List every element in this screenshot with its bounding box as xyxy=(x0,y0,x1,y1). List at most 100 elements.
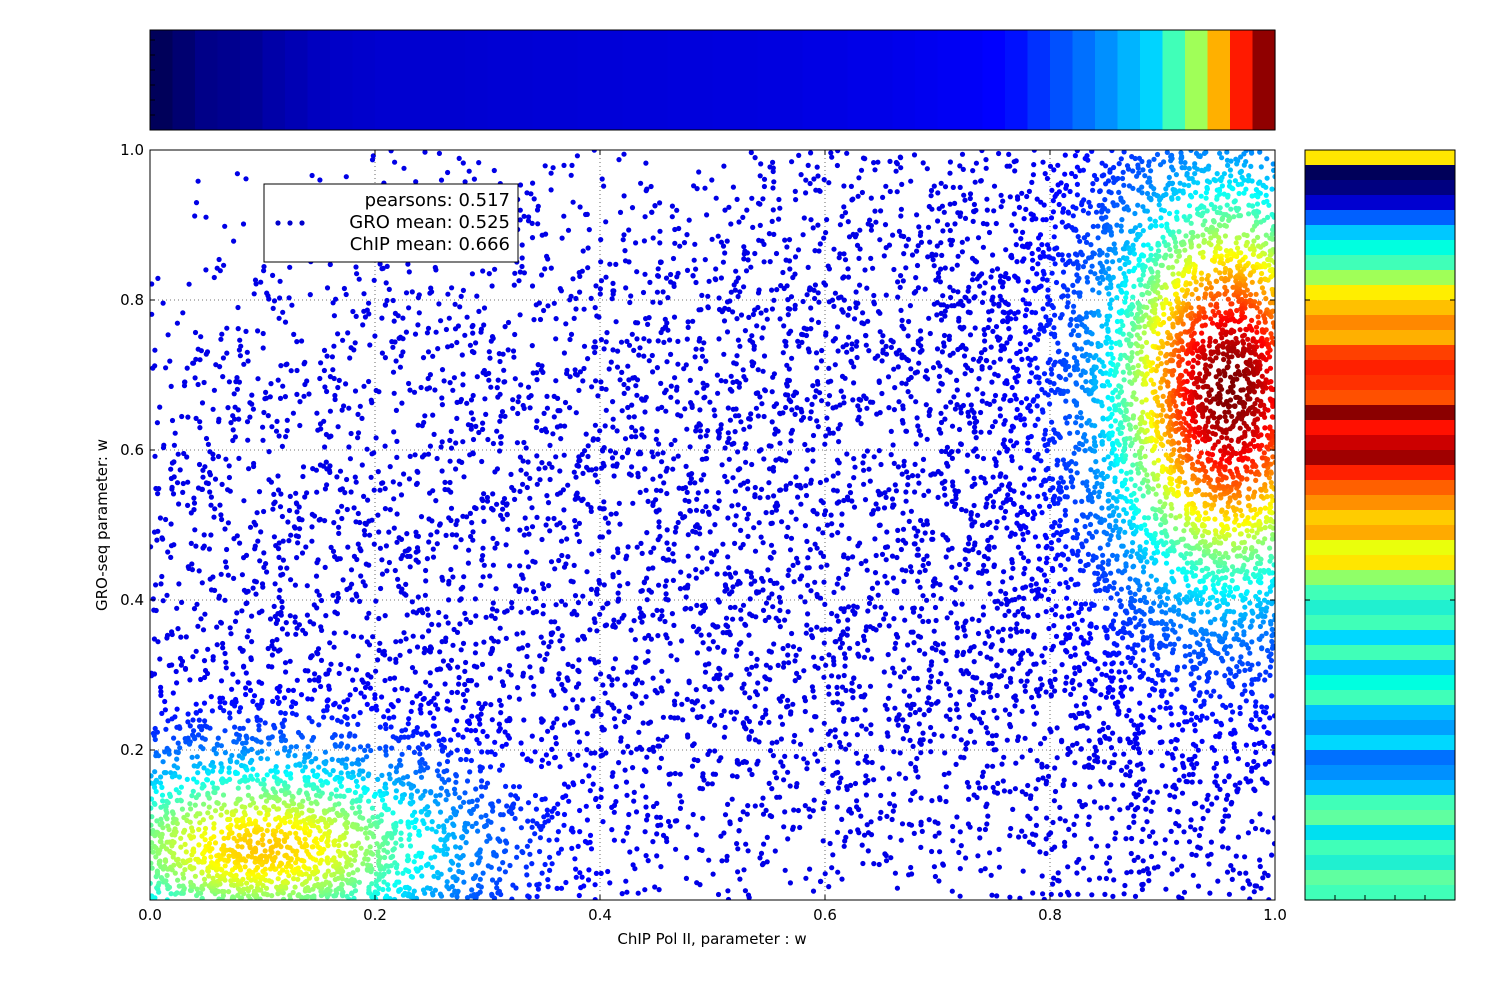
scatter-point xyxy=(703,433,709,439)
scatter-point xyxy=(807,866,813,872)
scatter-point xyxy=(954,620,960,626)
scatter-point xyxy=(473,340,479,346)
scatter-point xyxy=(542,465,548,471)
scatter-point xyxy=(397,481,403,487)
scatter-point xyxy=(905,389,911,395)
scatter-point xyxy=(984,196,990,202)
scatter-point xyxy=(1144,795,1150,801)
scatter-point xyxy=(249,401,255,407)
scatter-point xyxy=(481,491,487,497)
scatter-point xyxy=(401,471,407,477)
scatter-point xyxy=(434,667,440,673)
scatter-point xyxy=(777,607,783,614)
scatter-point xyxy=(491,167,497,174)
scatter-point xyxy=(858,167,865,173)
scatter-point xyxy=(842,838,848,844)
scatter-point xyxy=(963,618,969,624)
scatter-point xyxy=(671,456,677,462)
scatter-point xyxy=(1094,755,1100,761)
scatter-point xyxy=(960,402,967,409)
scatter-point xyxy=(829,673,835,679)
scatter-point xyxy=(1161,850,1167,856)
scatter-point xyxy=(995,373,1001,379)
scatter-point xyxy=(195,178,201,184)
scatter-point xyxy=(1220,826,1226,832)
scatter-point xyxy=(539,536,545,543)
scatter-point xyxy=(761,413,767,420)
scatter-point xyxy=(963,746,969,752)
scatter-point xyxy=(553,316,559,322)
scatter-point xyxy=(231,536,237,542)
scatter-point xyxy=(800,298,806,305)
scatter-point xyxy=(529,343,535,349)
scatter-point xyxy=(766,780,772,787)
scatter-point xyxy=(998,601,1005,607)
scatter-point xyxy=(511,496,518,502)
scatter-point xyxy=(936,830,942,836)
scatter-point xyxy=(747,424,753,430)
scatter-point xyxy=(752,703,758,709)
scatter-point xyxy=(624,889,630,895)
scatter-point xyxy=(378,585,384,592)
scatter-point xyxy=(691,757,697,763)
scatter-point xyxy=(476,160,482,166)
scatter-point xyxy=(984,568,990,574)
scatter-point xyxy=(468,619,474,626)
scatter-point xyxy=(634,269,640,275)
scatter-point xyxy=(567,720,574,726)
scatter-point xyxy=(458,586,464,592)
scatter-point xyxy=(794,670,800,677)
scatter-point xyxy=(169,460,175,466)
scatter-point xyxy=(816,299,822,305)
scatter-point xyxy=(1013,697,1019,703)
scatter-point xyxy=(699,569,705,575)
scatter-point xyxy=(909,252,916,258)
scatter-point xyxy=(186,281,192,287)
scatter-point xyxy=(837,739,843,746)
scatter-point xyxy=(964,468,970,474)
scatter-point xyxy=(737,343,743,349)
scatter-point xyxy=(845,617,851,623)
scatter-point xyxy=(672,226,678,233)
scatter-point xyxy=(836,255,842,261)
y-density-bin xyxy=(1305,435,1455,451)
scatter-point xyxy=(394,539,400,545)
scatter-point xyxy=(354,556,360,563)
scatter-point xyxy=(1048,891,1054,897)
scatter-point xyxy=(1009,222,1015,228)
scatter-point xyxy=(1002,707,1009,713)
scatter-point xyxy=(664,490,670,497)
scatter-point xyxy=(963,346,969,352)
scatter-point xyxy=(368,674,374,680)
scatter-point xyxy=(438,318,444,324)
scatter-point xyxy=(173,668,179,675)
scatter-point xyxy=(737,876,743,882)
scatter-point xyxy=(309,538,315,544)
scatter-point xyxy=(898,273,904,279)
scatter-point xyxy=(581,343,588,349)
scatter-point xyxy=(445,344,451,350)
scatter-point xyxy=(759,862,766,868)
scatter-point xyxy=(954,635,960,641)
scatter-point xyxy=(888,428,894,434)
scatter-point xyxy=(877,522,883,528)
scatter-point xyxy=(585,356,591,362)
scatter-point xyxy=(839,511,845,517)
scatter-point xyxy=(730,584,736,590)
scatter-point xyxy=(929,206,935,212)
scatter-point xyxy=(758,161,764,167)
scatter-point xyxy=(515,399,521,405)
scatter-point xyxy=(743,622,749,628)
scatter-point xyxy=(961,755,967,761)
scatter-point xyxy=(275,487,282,493)
scatter-point xyxy=(286,295,292,301)
scatter-point xyxy=(899,605,905,611)
scatter-point xyxy=(905,236,912,242)
scatter-point xyxy=(1072,781,1078,788)
scatter-point xyxy=(446,315,452,321)
scatter-point xyxy=(752,484,758,491)
scatter-point xyxy=(180,480,186,487)
scatter-point xyxy=(883,557,889,563)
scatter-point xyxy=(399,685,405,692)
